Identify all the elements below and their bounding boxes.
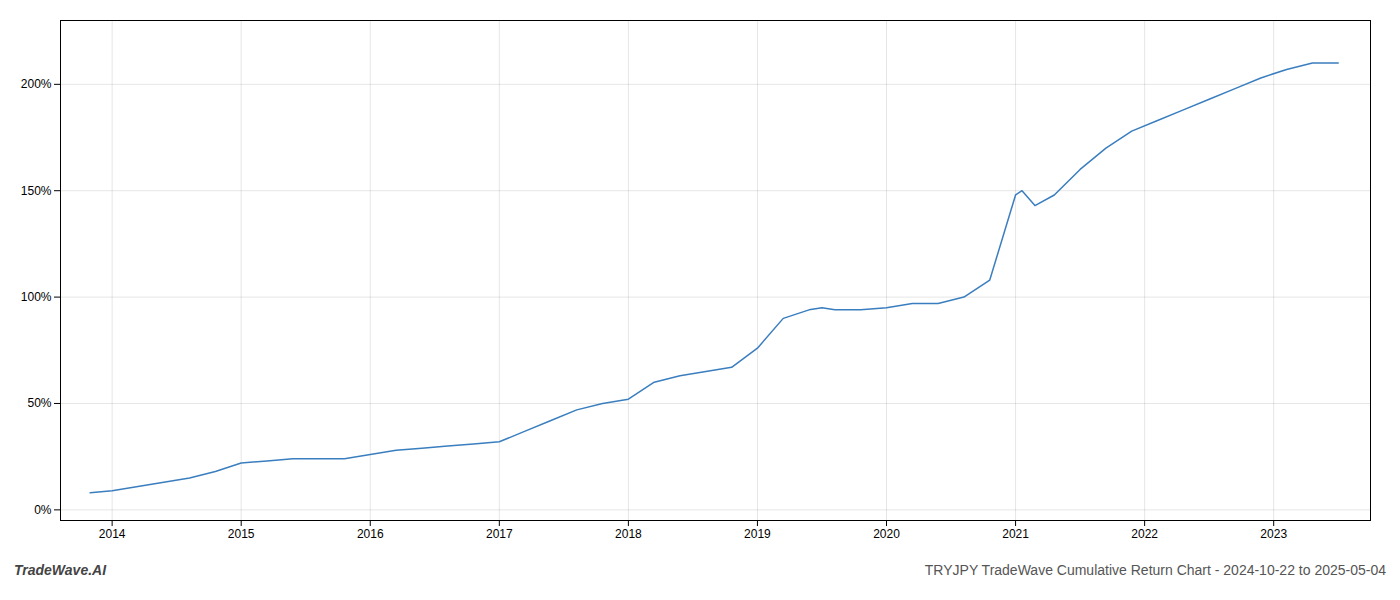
svg-text:2023: 2023 <box>1260 527 1287 541</box>
svg-text:2020: 2020 <box>873 527 900 541</box>
svg-text:2019: 2019 <box>744 527 771 541</box>
svg-text:100%: 100% <box>21 290 52 304</box>
svg-text:2017: 2017 <box>486 527 513 541</box>
svg-text:0%: 0% <box>34 503 52 517</box>
svg-text:2015: 2015 <box>228 527 255 541</box>
svg-text:150%: 150% <box>21 184 52 198</box>
svg-text:50%: 50% <box>27 396 51 410</box>
html-text:TradeWave.AI: TradeWave.AI <box>14 562 107 578</box>
html-text:TRYJPY TradeWave Cumulative Re: TRYJPY TradeWave Cumulative Return Chart… <box>924 562 1386 578</box>
svg-text:2021: 2021 <box>1002 527 1029 541</box>
svg-text:2022: 2022 <box>1131 527 1158 541</box>
svg-text:2018: 2018 <box>615 527 642 541</box>
svg-text:200%: 200% <box>21 77 52 91</box>
svg-text:2016: 2016 <box>357 527 384 541</box>
svg-text:2014: 2014 <box>99 527 126 541</box>
